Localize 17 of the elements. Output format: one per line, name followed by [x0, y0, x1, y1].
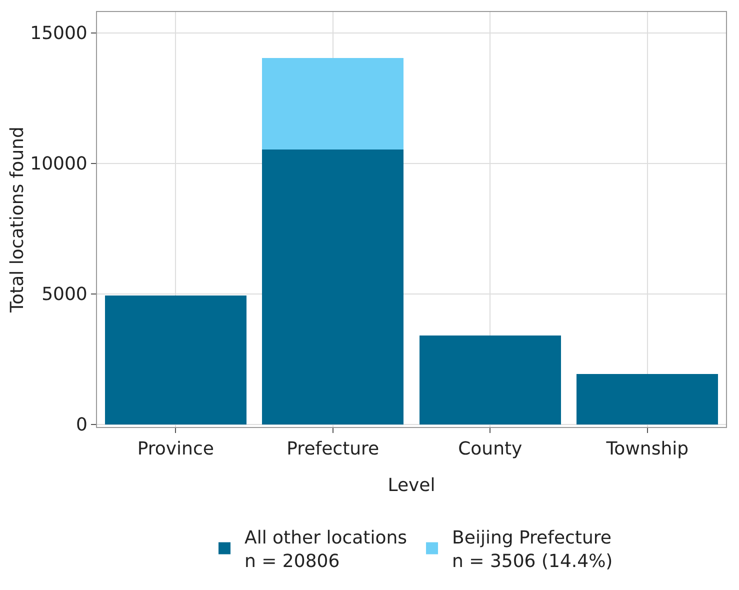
bar [576, 374, 718, 424]
bar [262, 58, 404, 150]
y-tick-label: 0 [76, 414, 88, 436]
bar [419, 335, 561, 424]
bar [262, 150, 404, 424]
y-tick-label: 5000 [42, 284, 88, 306]
y-axis-title: Total locations found [7, 126, 28, 314]
y-tick-label: 10000 [30, 154, 88, 175]
x-tick-label: Prefecture [286, 438, 380, 460]
legend-label: All other locations n = 20806 [244, 528, 408, 572]
x-tick-label: County [458, 438, 523, 460]
x-tick-label: Township [605, 438, 689, 460]
x-tick-label: Province [137, 438, 214, 460]
bar [104, 296, 246, 424]
legend-label: Beijing Prefecture n = 3506 (14.4%) [452, 528, 613, 572]
x-axis-title: Level [388, 475, 436, 496]
y-tick-label: 15000 [30, 23, 88, 44]
